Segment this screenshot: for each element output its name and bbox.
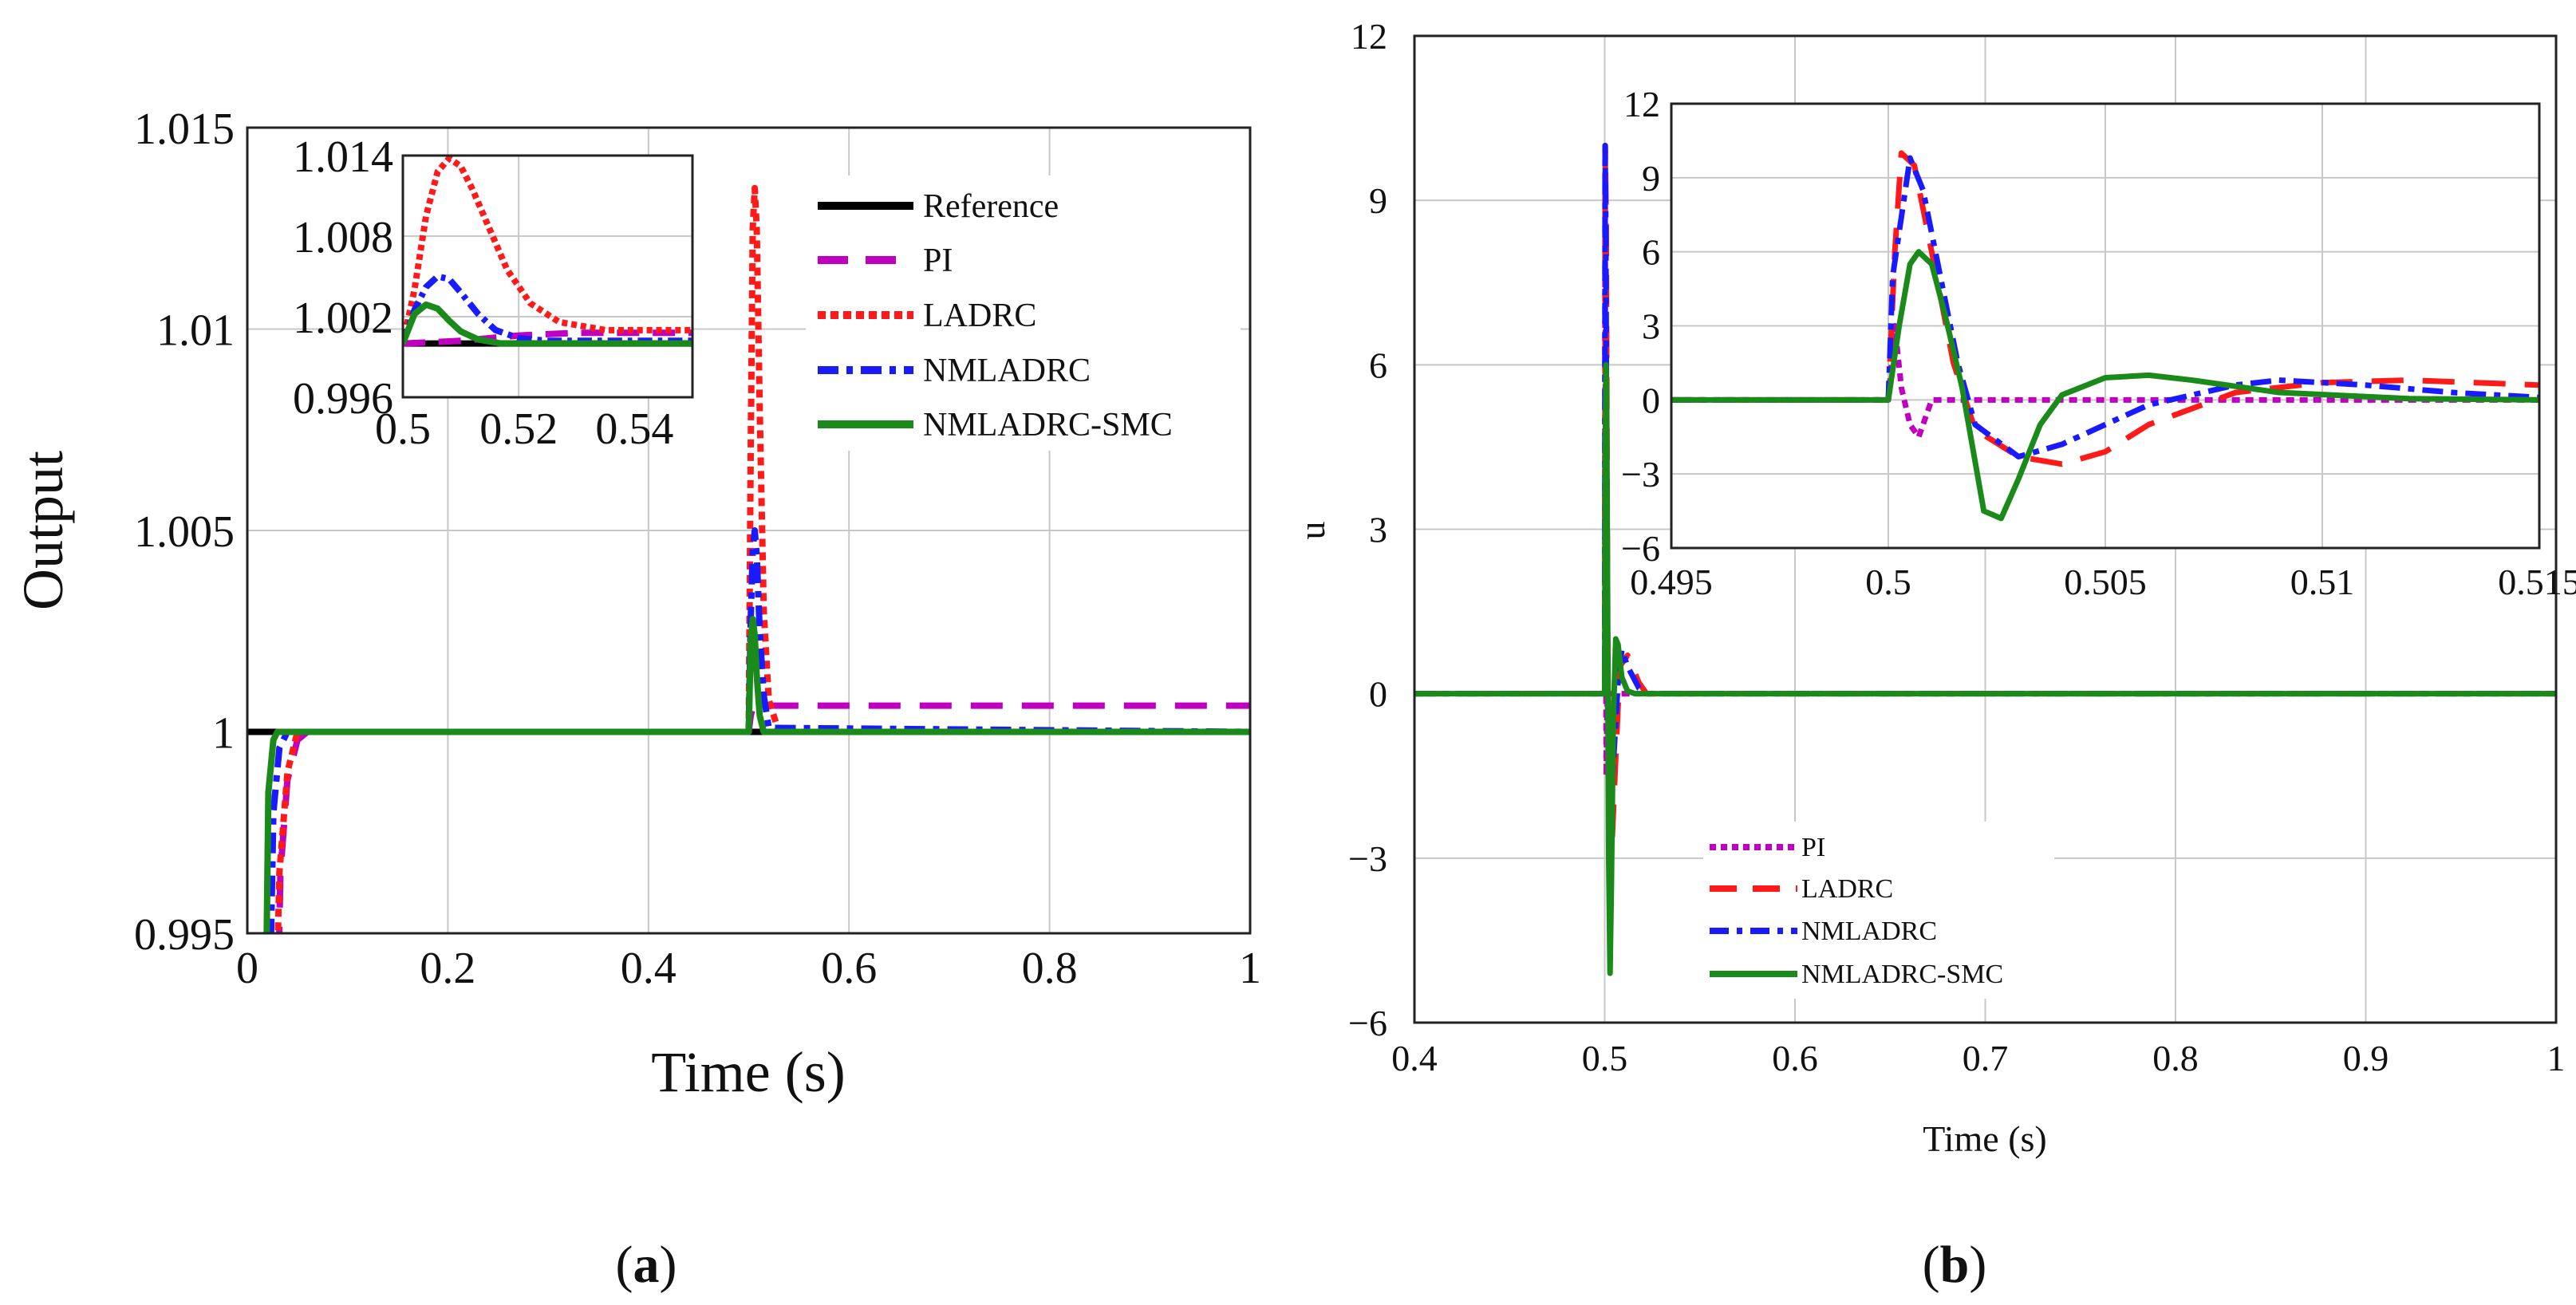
a-ylabel: Output — [11, 451, 75, 610]
panel-label-b-open: ( — [1923, 1236, 1940, 1294]
b-main-ticks: 0.4 0.5 0.6 0.7 0.8 0.9 1 −6 −3 0 3 6 9 12 — [1348, 16, 2565, 1078]
a-inset: 0.5 0.52 0.54 0.996 1.002 1.008 1.014 — [293, 132, 694, 454]
a-inset-curves — [403, 156, 692, 347]
b-inset-ytick-5: 9 — [1642, 158, 1660, 199]
a-inset-ytick-0: 0.996 — [293, 374, 393, 424]
b-inset-ytick-6: 12 — [1623, 84, 1660, 124]
a-main-ytick-2: 1.005 — [134, 507, 235, 557]
b-inset-xtick-2: 0.505 — [2064, 562, 2147, 602]
b-main-xtick-6: 1 — [2547, 1038, 2566, 1078]
b-inset-xtick-3: 0.51 — [2290, 562, 2355, 602]
a-legend-label-reference: Reference — [923, 188, 1059, 225]
a-inset-ytick-3: 1.014 — [293, 132, 393, 182]
a-main-series-nmladrc-smc — [263, 616, 1250, 933]
a-main-xtick-0: 0 — [236, 944, 258, 993]
b-main-xtick-5: 0.9 — [2343, 1038, 2389, 1078]
b-legend-label-pi: PI — [1801, 833, 1825, 862]
a-main-ticks: 0 0.2 0.4 0.6 0.8 1 0.995 1 1.005 1.01 1.015 — [134, 104, 1261, 993]
a-main-series-ladrc — [274, 184, 1250, 933]
b-inset-xtick-1: 0.5 — [1865, 562, 1911, 602]
b-main-series-nmladrc-smc — [1414, 361, 2556, 976]
a-main-ytick-3: 1.01 — [156, 306, 235, 356]
b-main-ytick-6: 12 — [1351, 16, 1387, 57]
b-main-xtick-0: 0.4 — [1391, 1038, 1438, 1078]
b-inset: 0.495 0.5 0.505 0.51 0.515 −6 −3 0 3 6 9 12 — [1621, 84, 2576, 602]
a-inset-series-nmladrc — [403, 273, 692, 345]
a-inset-xtick-0: 0.5 — [375, 404, 431, 454]
a-main-curves — [247, 184, 1250, 933]
a-inset-series-ladrc — [403, 156, 692, 345]
a-inset-bg — [403, 156, 692, 397]
b-inset-curves — [1671, 150, 2539, 522]
b-inset-frame — [1670, 102, 2541, 550]
a-main-xtick-2: 0.4 — [621, 944, 677, 993]
b-inset-ytick-3: 3 — [1642, 306, 1660, 347]
b-main-ytick-0: −6 — [1348, 1003, 1387, 1043]
panel-b: 0.4 0.5 0.6 0.7 0.8 0.9 1 −6 −3 0 3 6 9 12 Time (s) u… — [1292, 16, 2576, 1159]
b-inset-ticks: 0.495 0.5 0.505 0.51 0.515 −6 −3 0 3 6 9 12 — [1621, 84, 2576, 602]
b-main-xtick-2: 0.6 — [1772, 1038, 1818, 1078]
panel-label-b-close: ) — [1969, 1236, 1986, 1294]
a-legend-label-pi: PI — [923, 242, 953, 279]
b-main-frame — [1413, 34, 2558, 1024]
b-legend-box — [1703, 822, 2054, 999]
a-main-series-nmladrc — [267, 527, 1250, 933]
a-inset-xtick-2: 0.54 — [595, 404, 673, 454]
a-main-xtick-4: 0.8 — [1022, 944, 1078, 993]
b-inset-xtick-4: 0.515 — [2498, 562, 2576, 602]
a-legend-label-nmladrc: NMLADRC — [923, 353, 1091, 389]
b-main-ytick-5: 9 — [1369, 180, 1387, 221]
b-main-ytick-2: 0 — [1369, 674, 1387, 715]
panel-label-b: (b) — [1923, 1236, 1987, 1294]
b-legend: PI LADRC NMLADRC NMLADRC-SMC — [1703, 822, 2054, 999]
a-inset-ytick-1: 1.002 — [293, 294, 393, 343]
b-xlabel: Time (s) — [1923, 1118, 2047, 1159]
b-inset-grid — [1671, 104, 2539, 548]
panel-label-a-letter: a — [633, 1236, 660, 1294]
a-legend-box — [806, 175, 1241, 451]
b-inset-series-nmladrc — [1671, 155, 2539, 460]
a-legend: Reference PI LADRC NMLADRC NMLADRC-SMC — [806, 175, 1241, 451]
a-main-xtick-3: 0.6 — [821, 944, 877, 993]
a-main-ytick-4: 1.015 — [134, 104, 235, 154]
b-main-ytick-3: 3 — [1369, 510, 1387, 550]
a-legend-label-ladrc: LADRC — [923, 298, 1036, 334]
panel-label-b-letter: b — [1940, 1236, 1970, 1294]
b-inset-series-pi — [1671, 323, 2539, 440]
a-main-frame — [246, 126, 1252, 935]
a-main-xtick-5: 1 — [1239, 944, 1261, 993]
a-inset-ytick-2: 1.008 — [293, 213, 393, 262]
b-legend-label-nmladrc: NMLADRC — [1801, 917, 1937, 946]
b-inset-ytick-2: 0 — [1642, 380, 1660, 420]
b-inset-xtick-0: 0.495 — [1630, 562, 1713, 602]
panel-a: 0 0.2 0.4 0.6 0.8 1 0.995 1 1.005 1.01 1.015 Time … — [11, 104, 1261, 1104]
b-legend-label-ladrc: LADRC — [1801, 874, 1893, 904]
b-main-ytick-1: −3 — [1348, 838, 1387, 879]
b-main-xtick-3: 0.7 — [1963, 1038, 2009, 1078]
panel-label-a-open: ( — [616, 1236, 633, 1294]
a-legend-label-nmladrc-smc: NMLADRC-SMC — [923, 407, 1173, 444]
b-main-xtick-1: 0.5 — [1582, 1038, 1628, 1078]
a-main-ytick-1: 1 — [212, 709, 235, 759]
a-inset-frame — [401, 154, 694, 399]
a-main-ytick-0: 0.995 — [134, 910, 235, 960]
a-inset-xtick-1: 0.52 — [479, 404, 558, 454]
b-inset-ytick-0: −6 — [1621, 528, 1660, 569]
b-main-curves — [1414, 142, 2556, 976]
b-inset-ytick-1: −3 — [1621, 454, 1660, 495]
a-xlabel: Time (s) — [651, 1040, 845, 1104]
a-inset-ticks: 0.5 0.52 0.54 0.996 1.002 1.008 1.014 — [293, 132, 673, 454]
a-inset-series-nmladrc-smc — [403, 301, 692, 347]
b-inset-ytick-4: 6 — [1642, 232, 1660, 273]
panel-label-a: (a) — [616, 1236, 677, 1294]
b-ylabel: u — [1292, 522, 1332, 540]
b-legend-label-nmladrc-smc: NMLADRC-SMC — [1801, 960, 2003, 989]
b-main-ytick-4: 6 — [1369, 345, 1387, 385]
b-main-xtick-4: 0.8 — [2152, 1038, 2199, 1078]
panel-label-a-close: ) — [660, 1236, 677, 1294]
a-main-xtick-1: 0.2 — [420, 944, 475, 993]
b-inset-series-nmladrc-smc — [1671, 249, 2539, 522]
